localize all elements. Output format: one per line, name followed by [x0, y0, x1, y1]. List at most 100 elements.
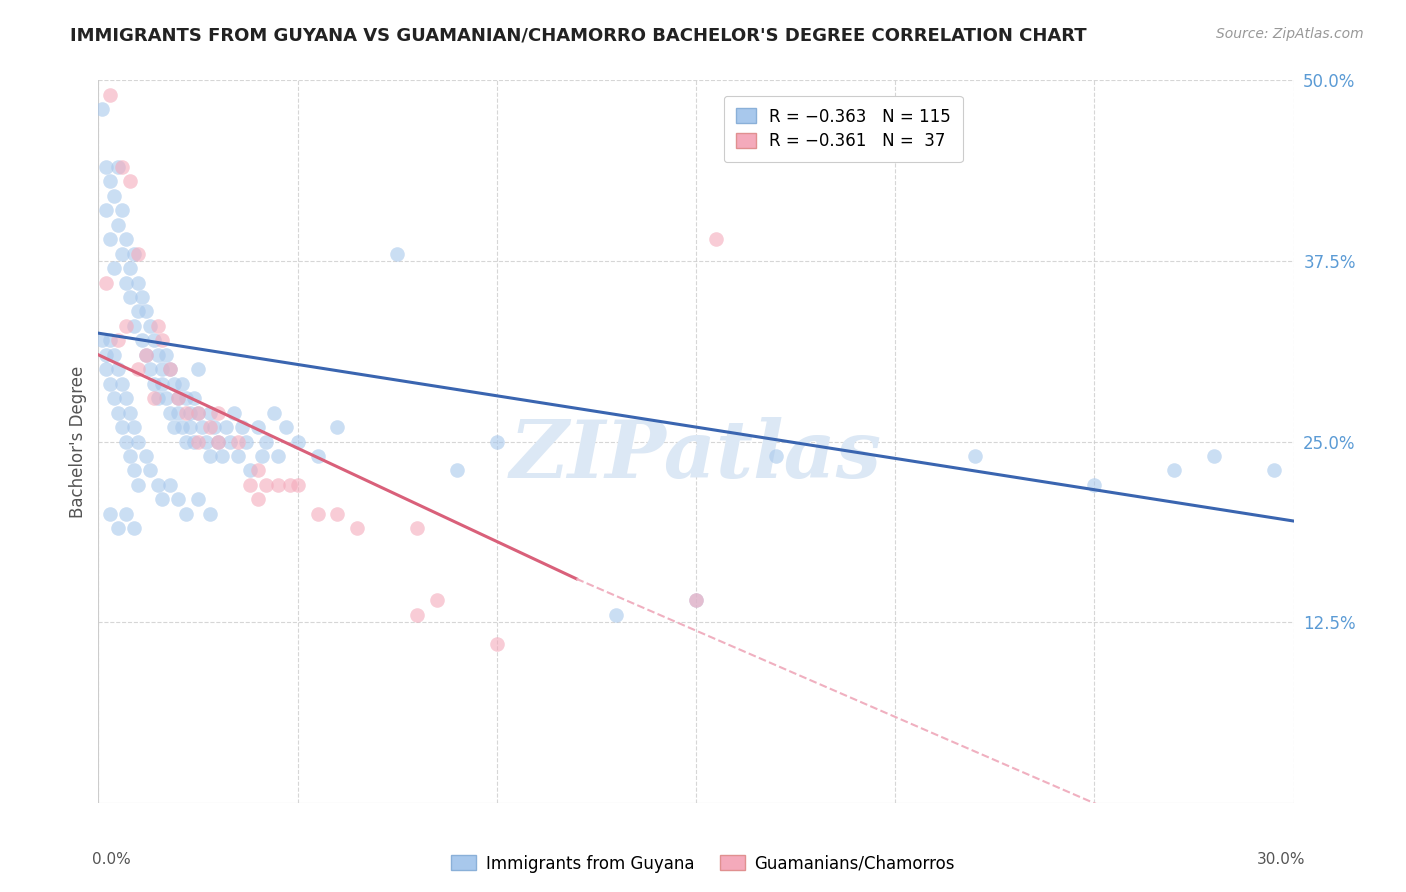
Point — [139, 463, 162, 477]
Point — [127, 434, 149, 449]
Point — [135, 348, 157, 362]
Point — [148, 318, 170, 333]
Point — [1163, 463, 1185, 477]
Point — [120, 290, 142, 304]
Point — [207, 434, 229, 449]
Point — [704, 232, 727, 246]
Point — [103, 261, 125, 276]
Point — [172, 376, 194, 391]
Point — [1263, 463, 1285, 477]
Point — [148, 478, 170, 492]
Point — [426, 593, 449, 607]
Point — [120, 406, 142, 420]
Point — [111, 160, 134, 174]
Point — [127, 246, 149, 260]
Point — [127, 304, 149, 318]
Point — [98, 376, 122, 391]
Point — [96, 362, 118, 376]
Point — [139, 318, 162, 333]
Point — [107, 334, 129, 348]
Point — [267, 478, 290, 492]
Point — [222, 406, 245, 420]
Point — [274, 420, 297, 434]
Point — [246, 420, 269, 434]
Point — [211, 449, 233, 463]
Point — [198, 406, 221, 420]
Point — [385, 246, 409, 260]
Point — [174, 507, 197, 521]
Point — [605, 607, 627, 622]
Point — [287, 478, 309, 492]
Point — [326, 420, 349, 434]
Point — [226, 449, 249, 463]
Point — [159, 362, 181, 376]
Point — [98, 334, 122, 348]
Point — [107, 218, 129, 232]
Point — [191, 420, 214, 434]
Point — [287, 434, 309, 449]
Point — [103, 348, 125, 362]
Point — [202, 420, 225, 434]
Point — [246, 492, 269, 507]
Text: ZIPatlas: ZIPatlas — [510, 417, 882, 495]
Y-axis label: Bachelor's Degree: Bachelor's Degree — [69, 366, 87, 517]
Point — [254, 434, 277, 449]
Point — [115, 391, 138, 405]
Point — [167, 391, 190, 405]
Point — [91, 334, 114, 348]
Text: Source: ZipAtlas.com: Source: ZipAtlas.com — [1216, 27, 1364, 41]
Point — [174, 434, 197, 449]
Point — [267, 449, 290, 463]
Point — [96, 160, 118, 174]
Point — [307, 507, 329, 521]
Point — [167, 406, 190, 420]
Point — [115, 232, 138, 246]
Point — [103, 391, 125, 405]
Point — [124, 521, 146, 535]
Text: 0.0%: 0.0% — [93, 852, 131, 867]
Point — [98, 87, 122, 102]
Point — [107, 362, 129, 376]
Point — [685, 593, 707, 607]
Point — [239, 463, 262, 477]
Point — [135, 348, 157, 362]
Point — [485, 434, 508, 449]
Point — [179, 420, 201, 434]
Point — [159, 406, 181, 420]
Point — [278, 478, 301, 492]
Point — [1202, 449, 1225, 463]
Point — [107, 521, 129, 535]
Point — [346, 521, 368, 535]
Point — [239, 478, 262, 492]
Point — [120, 174, 142, 188]
Point — [150, 362, 173, 376]
Point — [98, 507, 122, 521]
Point — [195, 434, 218, 449]
Point — [485, 637, 508, 651]
Point — [131, 334, 153, 348]
Point — [406, 521, 429, 535]
Point — [198, 449, 221, 463]
Point — [107, 406, 129, 420]
Point — [215, 420, 238, 434]
Point — [96, 203, 118, 218]
Point — [263, 406, 285, 420]
Point — [174, 391, 197, 405]
Point — [98, 174, 122, 188]
Point — [96, 348, 118, 362]
Point — [198, 507, 221, 521]
Point — [207, 406, 229, 420]
Point — [127, 362, 149, 376]
Point — [148, 391, 170, 405]
Point — [115, 276, 138, 290]
Point — [115, 434, 138, 449]
Point — [115, 507, 138, 521]
Point — [159, 478, 181, 492]
Point — [115, 318, 138, 333]
Point — [120, 261, 142, 276]
Point — [107, 160, 129, 174]
Point — [172, 420, 194, 434]
Point — [127, 478, 149, 492]
Point — [187, 406, 209, 420]
Point — [148, 348, 170, 362]
